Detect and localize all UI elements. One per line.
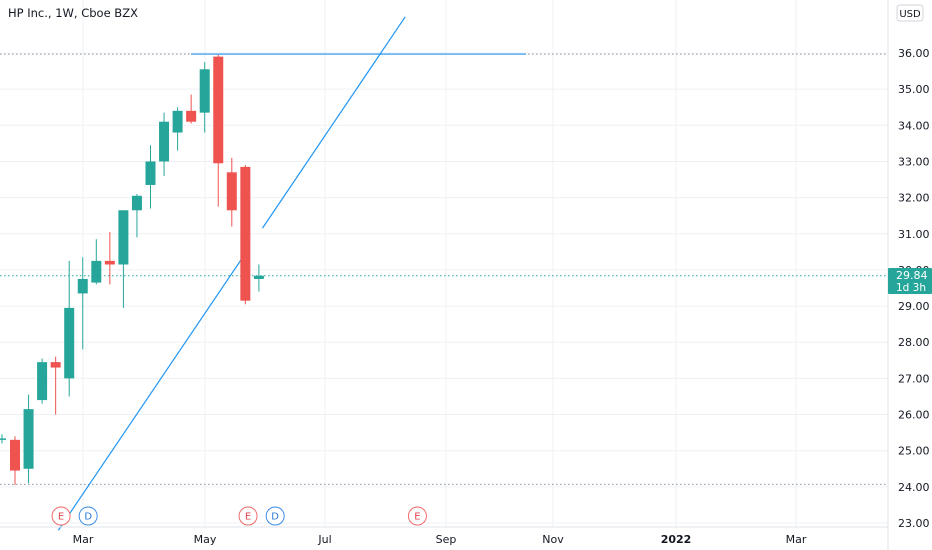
price-tick-label: 33.00 (898, 155, 930, 168)
candle-body (172, 110, 183, 133)
drawing-lines[interactable] (57, 16, 526, 531)
currency-button-bg[interactable] (896, 4, 924, 22)
time-tick-label: Jul (317, 533, 331, 546)
grid-lines (0, 0, 888, 527)
earnings-marker[interactable]: E (407, 506, 427, 526)
event-marker-label: E (414, 512, 420, 523)
time-axis[interactable]: Mar May Jul Sep Nov 2022 Mar (0, 526, 888, 546)
candle-body (145, 161, 156, 185)
price-tick-label: 36.00 (898, 47, 930, 60)
time-tick-label: 2022 (661, 533, 692, 546)
event-marker-label: D (271, 512, 279, 523)
candle-body (0, 438, 6, 440)
trend-line-lower[interactable] (57, 252, 247, 531)
candle-body (77, 278, 88, 294)
candle-body (37, 362, 48, 401)
event-marker-circle[interactable] (51, 506, 71, 526)
event-marker-circle[interactable] (407, 506, 427, 526)
price-tick-label: 26.00 (898, 409, 930, 422)
candle-body (186, 110, 197, 122)
earnings-marker[interactable]: E (51, 506, 71, 526)
currency-label[interactable]: USD (899, 9, 921, 20)
trend-line-upper[interactable] (262, 16, 406, 229)
time-tick-label: Mar (786, 533, 807, 546)
event-marker-label: E (58, 512, 64, 523)
candle-body (226, 172, 237, 211)
candle-body (199, 69, 210, 113)
time-tick-label: Mar (73, 533, 94, 546)
dividend-marker[interactable]: D (265, 506, 285, 526)
time-tick-label: Nov (542, 533, 564, 546)
candle-body (213, 56, 224, 164)
dividend-marker[interactable]: D (78, 506, 98, 526)
candle-body (64, 307, 75, 379)
earnings-marker[interactable]: E (238, 506, 258, 526)
price-tick-label: 34.00 (898, 119, 930, 132)
price-tick-label: 23.00 (898, 517, 930, 530)
price-tick-label: 32.00 (898, 192, 930, 205)
price-tick-label: 35.00 (898, 83, 930, 96)
candle-body (91, 260, 102, 283)
candles (0, 54, 264, 486)
candle-body (23, 409, 34, 469)
price-tick-label: 31.00 (898, 228, 930, 241)
candle-body (240, 166, 251, 301)
candle-body (253, 275, 264, 279)
last-price-value: 29.84 (896, 269, 928, 282)
time-tick-label: Sep (436, 533, 457, 546)
candle-body (131, 195, 142, 211)
bar-countdown: 1d 3h (896, 282, 926, 294)
candle-body (50, 362, 61, 368)
price-tick-label: 24.00 (898, 481, 930, 494)
price-tick-label: 27.00 (898, 372, 930, 385)
candle-body (118, 210, 129, 265)
price-tick-label: 29.00 (898, 300, 930, 313)
last-price-tag-bg (888, 268, 932, 294)
candle-body (10, 439, 20, 471)
price-tick-label: 28.00 (898, 336, 930, 349)
price-tick-label: 25.00 (898, 445, 930, 458)
candle-body (104, 260, 115, 265)
event-marker-circle[interactable] (265, 506, 285, 526)
event-marker-circle[interactable] (78, 506, 98, 526)
event-marker-circle[interactable] (238, 506, 258, 526)
event-marker-label: D (84, 512, 92, 523)
time-tick-label: May (194, 533, 217, 546)
currency-button[interactable]: USD (896, 4, 924, 22)
last-price-tag: 29.84 1d 3h (888, 268, 932, 294)
chart-title: HP Inc., 1W, Cboe BZX (8, 6, 138, 20)
event-marker-label: E (245, 512, 251, 523)
candle-body (159, 121, 170, 162)
price-axis[interactable]: 23.0024.0025.0026.0027.0028.0029.0030.00… (887, 0, 930, 550)
